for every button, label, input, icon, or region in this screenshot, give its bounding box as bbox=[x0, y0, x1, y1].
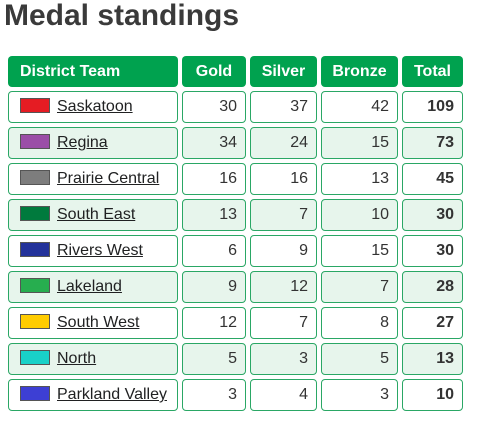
gold-count: 6 bbox=[181, 235, 246, 267]
team-cell: Lakeland bbox=[8, 271, 178, 303]
team-link[interactable]: Lakeland bbox=[57, 278, 122, 295]
team-color-swatch bbox=[20, 242, 50, 257]
team-cell: Regina bbox=[8, 127, 178, 159]
table-row: South West 12 7 8 27 bbox=[8, 307, 463, 339]
header-row: District Team Gold Silver Bronze Total bbox=[8, 56, 463, 87]
team-link[interactable]: Prairie Central bbox=[57, 170, 160, 187]
total-count: 30 bbox=[401, 235, 463, 267]
silver-count: 24 bbox=[249, 127, 317, 159]
column-header-silver: Silver bbox=[249, 56, 317, 87]
team-cell: North bbox=[8, 343, 178, 375]
gold-count: 16 bbox=[181, 163, 246, 195]
gold-count: 34 bbox=[181, 127, 246, 159]
team-color-swatch bbox=[20, 134, 50, 149]
column-header-total: Total bbox=[401, 56, 463, 87]
team-link[interactable]: Parkland Valley bbox=[57, 386, 167, 403]
bronze-count: 3 bbox=[320, 379, 398, 411]
total-count: 109 bbox=[401, 91, 463, 123]
bronze-count: 13 bbox=[320, 163, 398, 195]
column-header-gold: Gold bbox=[181, 56, 246, 87]
team-link[interactable]: North bbox=[57, 350, 97, 367]
table-row: Rivers West 6 9 15 30 bbox=[8, 235, 463, 267]
team-color-swatch bbox=[20, 278, 50, 293]
team-cell: South East bbox=[8, 199, 178, 231]
team-cell: Rivers West bbox=[8, 235, 178, 267]
gold-count: 30 bbox=[181, 91, 246, 123]
column-header-bronze: Bronze bbox=[320, 56, 398, 87]
table-row: North 5 3 5 13 bbox=[8, 343, 463, 375]
team-link[interactable]: South West bbox=[57, 314, 140, 331]
team-color-swatch bbox=[20, 314, 50, 329]
total-count: 28 bbox=[401, 271, 463, 303]
team-color-swatch bbox=[20, 170, 50, 185]
team-cell: South West bbox=[8, 307, 178, 339]
team-link[interactable]: South East bbox=[57, 206, 136, 223]
silver-count: 9 bbox=[249, 235, 317, 267]
bronze-count: 42 bbox=[320, 91, 398, 123]
team-cell: Parkland Valley bbox=[8, 379, 178, 411]
silver-count: 7 bbox=[249, 307, 317, 339]
team-color-swatch bbox=[20, 386, 50, 401]
team-cell: Prairie Central bbox=[8, 163, 178, 195]
medal-standings-table: District Team Gold Silver Bronze Total S… bbox=[4, 52, 467, 415]
team-link[interactable]: Regina bbox=[57, 134, 108, 151]
column-header-team: District Team bbox=[8, 56, 178, 87]
table-row: Parkland Valley 3 4 3 10 bbox=[8, 379, 463, 411]
team-color-swatch bbox=[20, 206, 50, 221]
bronze-count: 5 bbox=[320, 343, 398, 375]
bronze-count: 15 bbox=[320, 235, 398, 267]
gold-count: 12 bbox=[181, 307, 246, 339]
table-row: Prairie Central 16 16 13 45 bbox=[8, 163, 463, 195]
bronze-count: 7 bbox=[320, 271, 398, 303]
team-color-swatch bbox=[20, 350, 50, 365]
page-title: Medal standings bbox=[4, 0, 240, 32]
total-count: 73 bbox=[401, 127, 463, 159]
team-cell: Saskatoon bbox=[8, 91, 178, 123]
team-link[interactable]: Saskatoon bbox=[57, 98, 133, 115]
silver-count: 16 bbox=[249, 163, 317, 195]
table-row: South East 13 7 10 30 bbox=[8, 199, 463, 231]
silver-count: 37 bbox=[249, 91, 317, 123]
table-row: Saskatoon 30 37 42 109 bbox=[8, 91, 463, 123]
silver-count: 4 bbox=[249, 379, 317, 411]
total-count: 30 bbox=[401, 199, 463, 231]
gold-count: 3 bbox=[181, 379, 246, 411]
gold-count: 13 bbox=[181, 199, 246, 231]
gold-count: 9 bbox=[181, 271, 246, 303]
silver-count: 3 bbox=[249, 343, 317, 375]
silver-count: 7 bbox=[249, 199, 317, 231]
team-color-swatch bbox=[20, 98, 50, 113]
gold-count: 5 bbox=[181, 343, 246, 375]
total-count: 27 bbox=[401, 307, 463, 339]
table-row: Lakeland 9 12 7 28 bbox=[8, 271, 463, 303]
bronze-count: 8 bbox=[320, 307, 398, 339]
total-count: 10 bbox=[401, 379, 463, 411]
silver-count: 12 bbox=[249, 271, 317, 303]
team-link[interactable]: Rivers West bbox=[57, 242, 143, 259]
total-count: 13 bbox=[401, 343, 463, 375]
table-row: Regina 34 24 15 73 bbox=[8, 127, 463, 159]
total-count: 45 bbox=[401, 163, 463, 195]
bronze-count: 15 bbox=[320, 127, 398, 159]
bronze-count: 10 bbox=[320, 199, 398, 231]
